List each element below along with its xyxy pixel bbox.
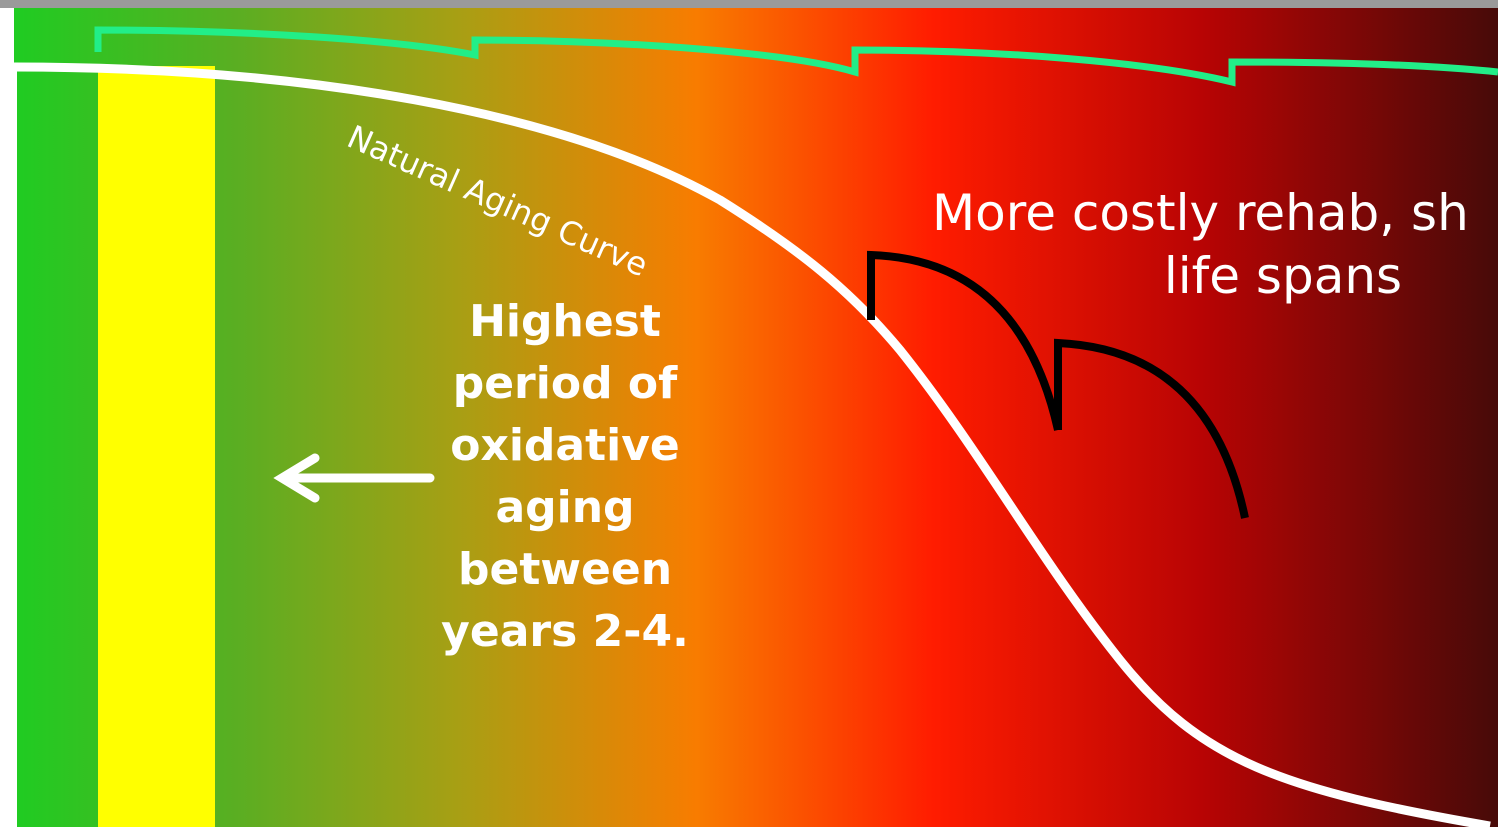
highlight-band (98, 66, 215, 830)
highlight-line: Highest (469, 296, 661, 347)
highlight-line: period of (453, 358, 678, 409)
arrow (273, 453, 435, 503)
rehab-curves (867, 250, 1249, 519)
aging-curve (13, 62, 1491, 831)
note-line: More costly rehab, sh (932, 184, 1469, 242)
gradient-background (14, 8, 1498, 830)
highlight-line: between (458, 544, 672, 595)
treatment-curve (94, 26, 1498, 87)
highlight-line: years 2-4. (441, 606, 689, 657)
highlight-line: oxidative (450, 420, 680, 471)
note-line: life spans (1164, 247, 1402, 305)
top-bar (0, 0, 1498, 8)
axes (11, 67, 1498, 833)
highlight-line: aging (495, 482, 634, 533)
highlight-text: Highest period of oxidative aging between yea… (441, 296, 689, 657)
